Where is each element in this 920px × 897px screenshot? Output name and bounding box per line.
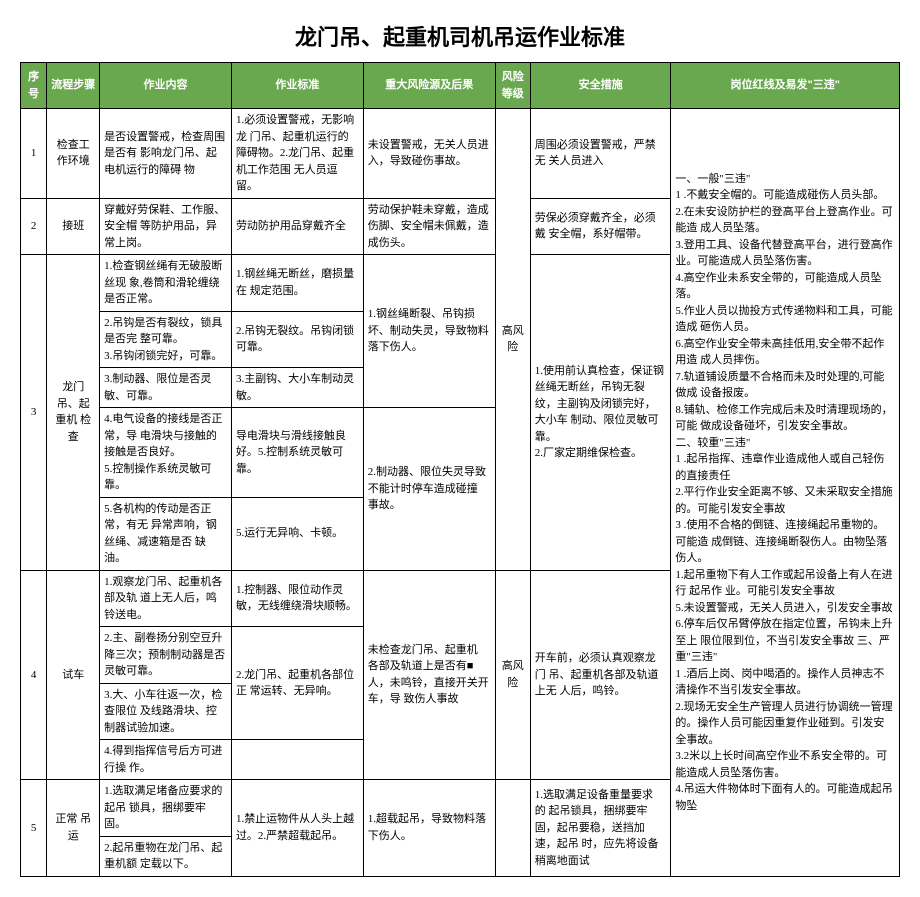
- redline-text: 5.作业人员以抛投方式传递物料和工具，可能造成 砸伤人员。: [675, 303, 895, 336]
- cell-content: 1.选取满足堵备应要求的起吊 锁具，捆绑要牢固。: [100, 780, 232, 837]
- redline-text: 6.高空作业安全带未高挂低用,安全带不起作用造 成人员摔伤。: [675, 336, 895, 369]
- cell-measure: 劳保必须穿戴齐全，必须戴 安全帽，系好帽带。: [530, 198, 671, 255]
- content-text: 3.吊钩闭锁完好，可靠。: [104, 348, 227, 365]
- measure-text: 1.使用前认真检查，保证钢 丝绳无断丝，吊钩无裂纹，主副钩及闭锁完好，大小车 制…: [535, 363, 667, 446]
- redline-text: 3.登用工具、设备代替登高平台，进行登高作业。可能造成人员坠落伤害。: [675, 237, 895, 270]
- redline-text: 7.轨道铺设质量不合格而未及时处理的,可能做成 设备报废。: [675, 369, 895, 402]
- cell-content: 2.吊钩是否有裂纹，锁具是否完 整可靠。 3.吊钩闭锁完好，可靠。: [100, 311, 232, 368]
- redline-text: 3.2米以上长时间高空作业不系安全带的。可能造成人员坠落伤害。: [675, 748, 895, 781]
- redline-text: 4.吊运大件物体时下面有人的。可能造成起吊物坠: [675, 781, 895, 814]
- cell-content: 穿戴好劳保鞋、工作服、安全帽 等防护用品，异常上岗。: [100, 198, 232, 255]
- redline-text: 2.平行作业安全距离不够、又未采取安全措施的。可能引发安全事故: [675, 484, 895, 517]
- cell-risk: 未设置警戒，无关人员进入，导致碰伤事故。: [363, 109, 495, 199]
- cell-standard: 1.钢丝绳无断丝，磨损量在 规定范围。: [231, 255, 363, 312]
- redline-text: 3 .使用不合格的倒链、连接绳起吊重物的。可能造 成倒链、连接绳断裂伤人。由物坠…: [675, 517, 895, 567]
- header-level: 风险等级: [495, 63, 530, 109]
- cell-standard: 2.龙门吊、起重机各部位正 常运转、无异响。: [231, 627, 363, 740]
- cell-standard: [231, 740, 363, 780]
- cell-content: 5.各机构的传动是否正常，有无 异常声响，钢丝绳、减速箱是否 缺油。: [100, 497, 232, 570]
- cell-standard: 1.禁止运物件从人头上越 过。2.严禁超载起吊。: [231, 780, 363, 877]
- cell-content: 3.制动器、限位是否灵敏、可靠。: [100, 368, 232, 408]
- content-text: 4.电气设备的接线是否正常，导 电滑块与接触的接触是否良好。: [104, 411, 227, 461]
- cell-measure: 1.使用前认真检查，保证钢 丝绳无断丝，吊钩无裂纹，主副钩及闭锁完好，大小车 制…: [530, 255, 671, 571]
- cell-content: 3.大、小车往返一次，检查限位 及线路滑块、控制器试验加速。: [100, 683, 232, 740]
- table-row: 1 检查工作环境 是否设置警戒，检查周围是否有 影响龙门吊、起电机运行的障碍 物…: [21, 109, 900, 199]
- cell-content: 2.起吊重物在龙门吊、起重机额 定载以下。: [100, 836, 232, 876]
- standards-table: 序号 流程步骤 作业内容 作业标准 重大风险源及后果 风险等级 安全措施 岗位红…: [20, 62, 900, 877]
- redline-text: 6.停车后仅吊臂停放在指定位置，吊钩未上升至上 限位限到位，不当引发安全事故 三…: [675, 616, 895, 666]
- header-redline: 岗位红线及易发"三违": [671, 63, 900, 109]
- redline-text: 二、较重"三违": [675, 435, 895, 452]
- header-standard: 作业标准: [231, 63, 363, 109]
- cell-step: 试车: [47, 570, 100, 780]
- redline-text: 一、一般"三违": [675, 171, 895, 188]
- redline-text: 1 .起吊指挥、违章作业造成他人或自己轻伤的直接责任: [675, 451, 895, 484]
- cell-standard: 1.控制器、限位动作灵敏，无线缠绕滑块顺畅。: [231, 570, 363, 627]
- cell-step: 接班: [47, 198, 100, 255]
- page-title: 龙门吊、起重机司机吊运作业标准: [20, 20, 900, 52]
- redline-text: 2.在未安设防护栏的登高平台上登高作业。可能造 成人员坠落。: [675, 204, 895, 237]
- cell-measure: 1.选取满足设备重量要求 的 起吊锁具，捆绑要牢固，起吊要稳，送挡加速，起吊 时…: [530, 780, 671, 877]
- cell-step: 检查工作环境: [47, 109, 100, 199]
- header-row: 序号 流程步骤 作业内容 作业标准 重大风险源及后果 风险等级 安全措施 岗位红…: [21, 63, 900, 109]
- cell-measure: 周围必须设置警戒，严禁无 关人员进入: [530, 109, 671, 199]
- cell-level: [495, 780, 530, 877]
- cell-content: 1.观察龙门吊、起重机各部及轨 道上无人后，鸣铃送电。: [100, 570, 232, 627]
- redline-text: 1 .不戴安全帽的。可能造成碰伤人员头部。: [675, 187, 895, 204]
- header-content: 作业内容: [100, 63, 232, 109]
- cell-standard: 2.吊钩无裂纹。吊钩闭锁可靠。: [231, 311, 363, 368]
- cell-measure: 开车前，必须认真观察龙门 吊、起重机各部及轨道上无 人后，鸣铃。: [530, 570, 671, 780]
- redline-text: 1 .酒后上岗、岗中喝酒的。操作人员神志不清操作不当引发安全事故。: [675, 666, 895, 699]
- cell-step: 龙门吊、起重机 检查: [47, 255, 100, 571]
- cell-risk: 劳动保护鞋未穿戴，造成 伤脚、安全帽未佩戴，造 成伤头。: [363, 198, 495, 255]
- cell-risk: 1.超载起吊，导致物料落 下伤人。: [363, 780, 495, 877]
- cell-seq: 3: [21, 255, 47, 571]
- cell-content: 4.得到指挥信号后方可进行操 作。: [100, 740, 232, 780]
- redline-text: 1.起吊重物下有人工作或起吊设备上有人在进行 起吊作 业。可能引发安全事故: [675, 567, 895, 600]
- cell-standard: 导电滑块与滑线接触良 好。5.控制系统灵敏可靠。: [231, 408, 363, 498]
- header-seq: 序号: [21, 63, 47, 109]
- cell-content: 2.主、副卷扬分别空豆升降三次；预制制动器是否灵敏可靠。: [100, 627, 232, 684]
- cell-content: 1.检查钢丝绳有无破股断丝现 象,卷筒和滑轮缠绕是否正常。: [100, 255, 232, 312]
- cell-seq: 2: [21, 198, 47, 255]
- redline-text: 2.现场无安全生产管理人员进行协调统一管理的。操作人员可能因重复作业碰到。引发安…: [675, 699, 895, 749]
- cell-redline: 一、一般"三违" 1 .不戴安全帽的。可能造成碰伤人员头部。 2.在未安设防护栏…: [671, 109, 900, 877]
- content-text: 5.控制操作系统灵敏可靠。: [104, 461, 227, 494]
- cell-seq: 4: [21, 570, 47, 780]
- measure-text: 2.厂家定期维保检查。: [535, 445, 667, 462]
- cell-risk: 2.制动器、限位失灵导致 不能计时停车造成碰撞 事故。: [363, 408, 495, 571]
- cell-seq: 5: [21, 780, 47, 877]
- cell-level: 高风险: [495, 570, 530, 780]
- cell-risk: 未检查龙门吊、起重机 各部及轨道上是否有■人，未鸣铃，直接开关开车，导 致伤人事…: [363, 570, 495, 780]
- cell-standard: 3.主副钩、大小车制动灵敏。: [231, 368, 363, 408]
- cell-standard: 劳动防护用品穿戴齐全: [231, 198, 363, 255]
- cell-step: 正常 吊运: [47, 780, 100, 877]
- redline-text: 5.未设置警戒，无关人员进入，引发安全事故: [675, 600, 895, 617]
- redline-text: 8.铺轨、检修工作完成后未及时清理现场的，可能 做成设备碰坏，引发安全事故。: [675, 402, 895, 435]
- header-risk: 重大风险源及后果: [363, 63, 495, 109]
- cell-standard: 5.运行无异响、卡顿。: [231, 497, 363, 570]
- header-step: 流程步骤: [47, 63, 100, 109]
- cell-content: 4.电气设备的接线是否正常，导 电滑块与接触的接触是否良好。 5.控制操作系统灵…: [100, 408, 232, 498]
- cell-seq: 1: [21, 109, 47, 199]
- content-text: 2.吊钩是否有裂纹，锁具是否完 整可靠。: [104, 315, 227, 348]
- cell-risk: 1.钢丝绳断裂、吊钩损 坏、制动失灵，导致物料 落下伤人。: [363, 255, 495, 408]
- redline-text: 4.高空作业未系安全带的，可能造成人员坠落。: [675, 270, 895, 303]
- cell-standard: 1.必须设置警戒，无影响龙 门吊、起重机运行的障碍物。2.龙门吊、起重机工作范围…: [231, 109, 363, 199]
- header-measure: 安全措施: [530, 63, 671, 109]
- cell-level: 高风险: [495, 109, 530, 571]
- cell-content: 是否设置警戒，检查周围是否有 影响龙门吊、起电机运行的障碍 物: [100, 109, 232, 199]
